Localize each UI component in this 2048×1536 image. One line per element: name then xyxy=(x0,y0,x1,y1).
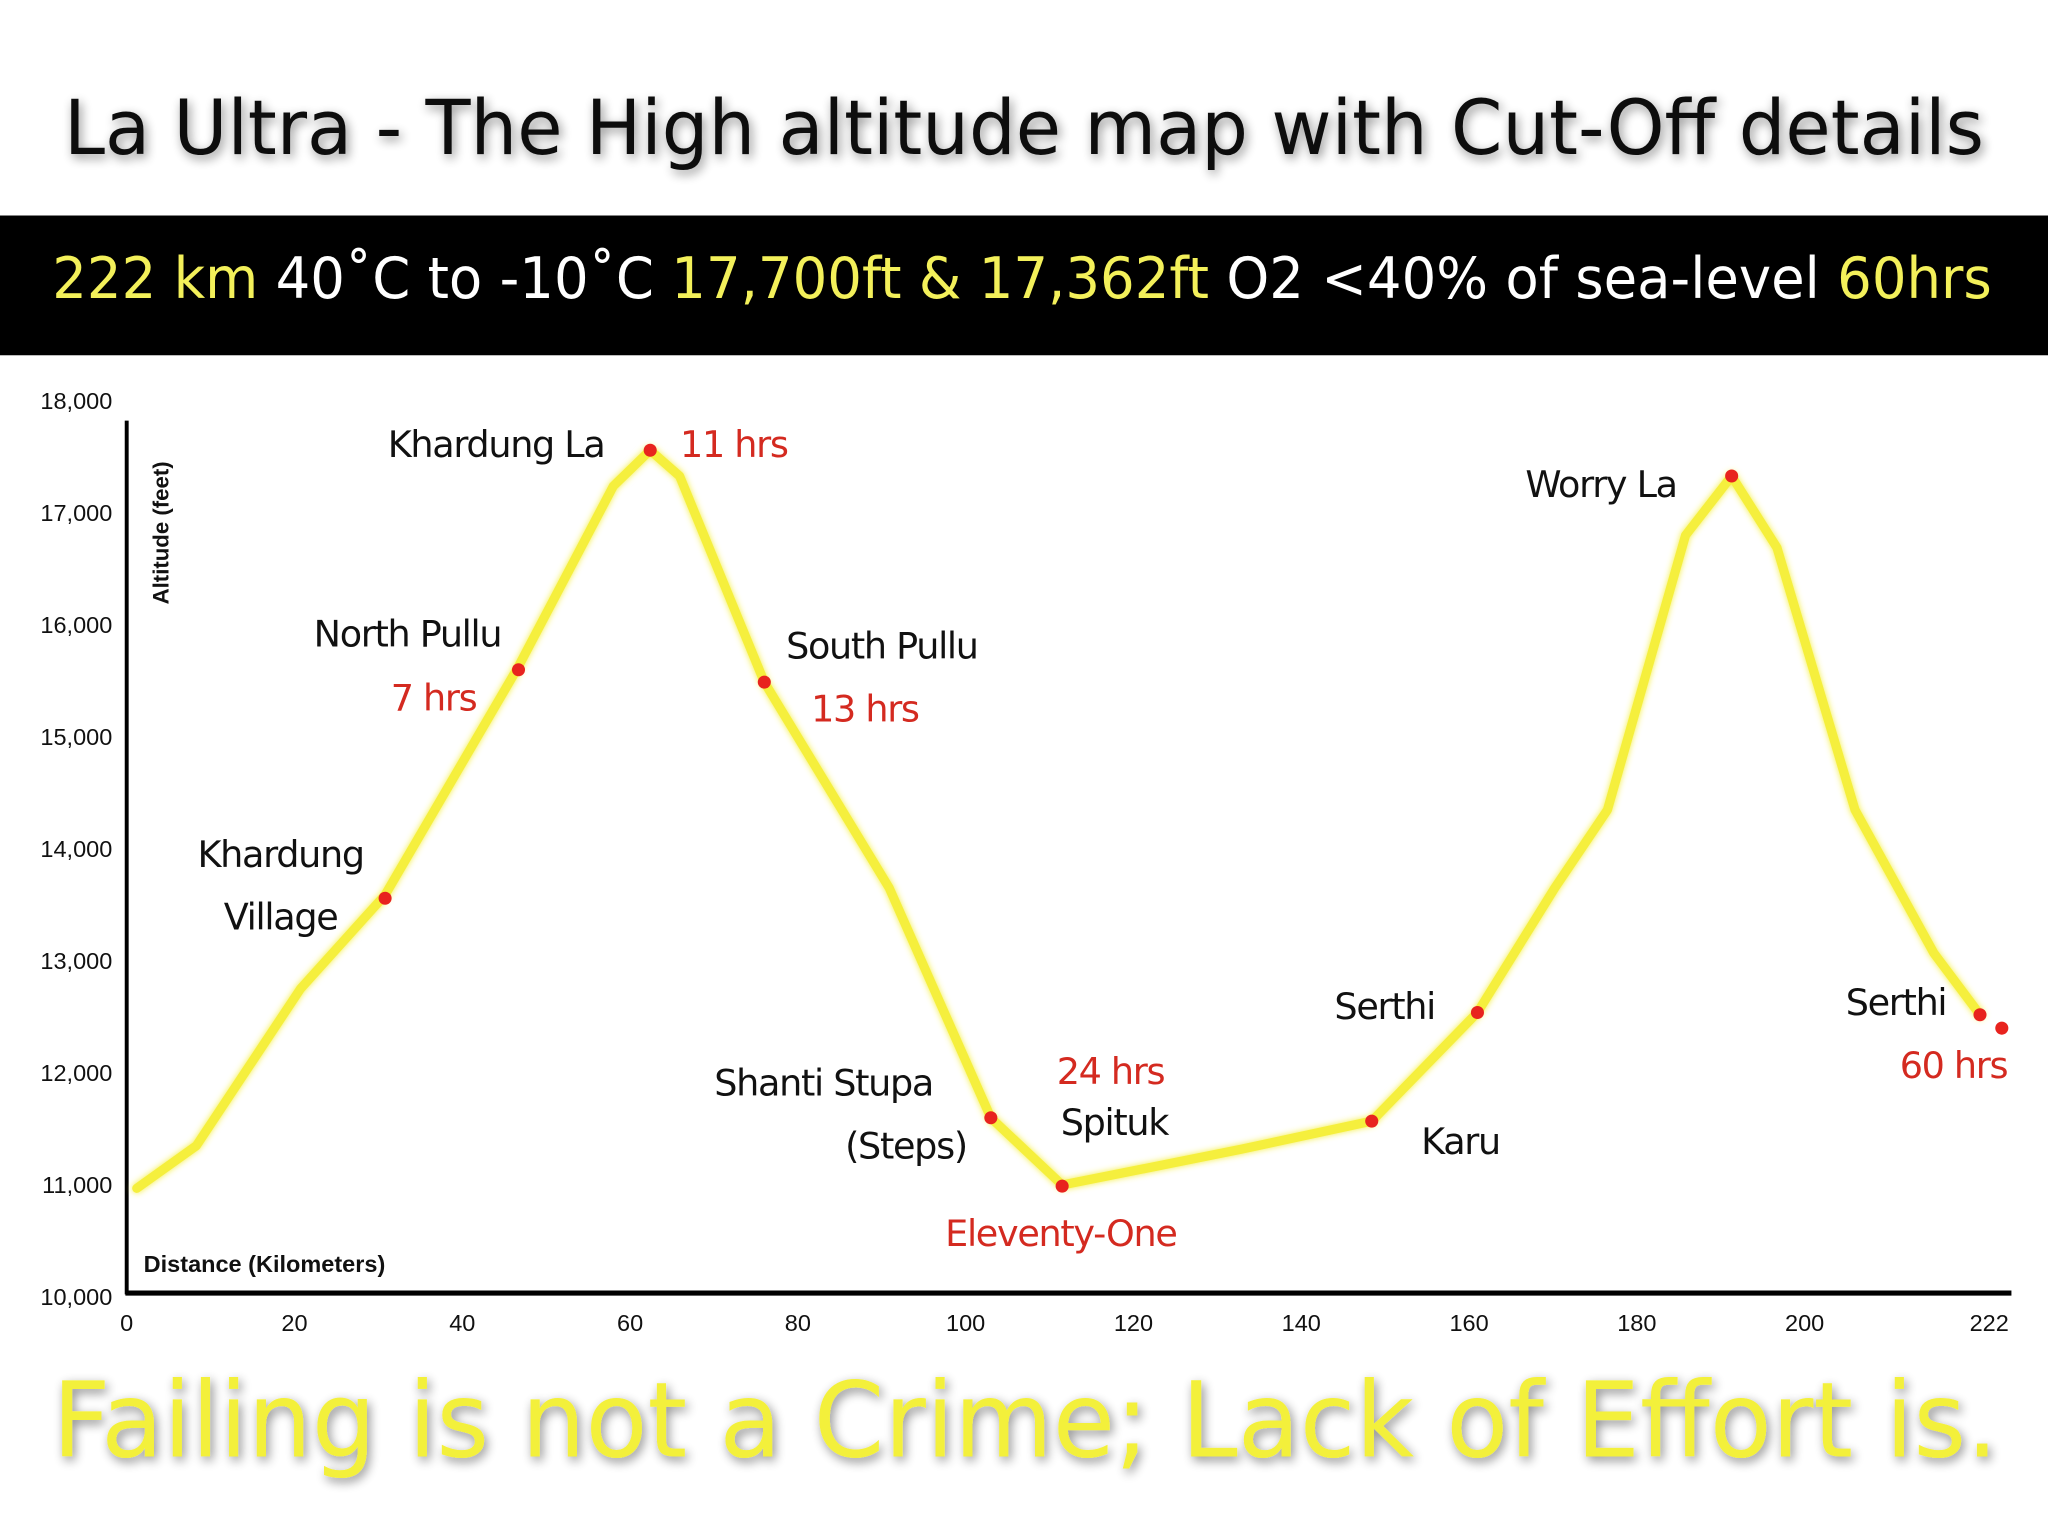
waypoint-label: Khardung La xyxy=(388,423,605,466)
waypoint-label: North Pullu xyxy=(314,612,502,655)
title: La Ultra - The High altitude map with Cu… xyxy=(64,84,1984,172)
waypoint xyxy=(1470,1005,1484,1020)
waypoint xyxy=(511,663,526,677)
banner-segment: 40˚C to -10˚C xyxy=(276,245,654,312)
y-tick-label: 16,000 xyxy=(40,612,112,638)
waypoint xyxy=(1365,1114,1379,1128)
altitude-line xyxy=(132,445,1985,1193)
y-tick-label: 10,000 xyxy=(40,1284,112,1310)
cutoff-time: 13 hrs xyxy=(811,687,919,730)
x-tick-label: 100 xyxy=(946,1310,985,1336)
waypoint-label: Shanti Stupa xyxy=(714,1062,933,1105)
waypoint xyxy=(1973,1008,1987,1022)
y-tick-label: 15,000 xyxy=(40,724,112,750)
waypoint-label: Karu xyxy=(1421,1120,1500,1163)
waypoint-label: Worry La xyxy=(1525,463,1676,506)
banner-segment: 17,700ft & 17,362ft xyxy=(671,245,1209,312)
y-tick-label: 12,000 xyxy=(40,1060,112,1086)
waypoint xyxy=(643,443,657,457)
x-tick-label: 0 xyxy=(120,1310,133,1336)
x-tick-label: 222 xyxy=(1970,1310,2009,1336)
banner-segment: 60hrs xyxy=(1837,245,1992,312)
x-tick-label: 200 xyxy=(1785,1310,1824,1336)
cutoff-time: 60 hrs xyxy=(1900,1044,2008,1087)
waypoint xyxy=(1725,469,1739,483)
x-tick-label: 80 xyxy=(785,1310,811,1336)
x-tick-label: 60 xyxy=(617,1310,643,1336)
y-axis-title: Altitude (feet) xyxy=(148,461,173,604)
x-tick-label: 180 xyxy=(1617,1310,1656,1336)
y-tick-label: 17,000 xyxy=(40,500,112,526)
waypoint-label: Serthi xyxy=(1846,981,1947,1024)
footer-quote: Failing is not a Crime; Lack of Effort i… xyxy=(52,1359,1998,1481)
waypoint-label: Khardung xyxy=(197,833,363,876)
waypoint-label: Village xyxy=(224,896,338,939)
waypoint xyxy=(1995,1021,2009,1035)
banner-segment: O2 <40% of sea-level xyxy=(1226,245,1819,312)
x-tick-label: 160 xyxy=(1449,1310,1488,1336)
waypoint xyxy=(984,1111,998,1125)
x-tick-label: 20 xyxy=(281,1310,307,1336)
x-axis-title: Distance (Kilometers) xyxy=(144,1251,386,1277)
cutoff-time: 24 hrs xyxy=(1057,1050,1165,1093)
banner-text: 222 km 40˚C to -10˚C 17,700ft & 17,362ft O2… xyxy=(52,245,1992,312)
waypoint xyxy=(757,675,771,689)
waypoint xyxy=(1055,1179,1069,1193)
waypoint-note: Eleventy-One xyxy=(945,1212,1176,1255)
y-tick-label: 11,000 xyxy=(42,1172,112,1198)
waypoint-label: (Steps) xyxy=(845,1124,967,1167)
waypoint-label: Serthi xyxy=(1334,985,1435,1028)
y-tick-label: 13,000 xyxy=(40,948,112,974)
waypoint xyxy=(378,891,392,905)
cutoff-time: 11 hrs xyxy=(680,423,788,466)
y-tick-label: 18,000 xyxy=(40,388,112,414)
banner-segment: 222 km xyxy=(52,245,258,312)
y-tick-label: 14,000 xyxy=(40,836,112,862)
cutoff-time: 7 hrs xyxy=(391,676,477,719)
x-tick-label: 40 xyxy=(449,1310,475,1336)
banner xyxy=(0,215,2048,356)
x-tick-label: 140 xyxy=(1282,1310,1321,1336)
x-tick-label: 120 xyxy=(1114,1310,1153,1336)
waypoint-label: South Pullu xyxy=(786,625,978,668)
waypoint-label: Spituk xyxy=(1061,1101,1171,1144)
